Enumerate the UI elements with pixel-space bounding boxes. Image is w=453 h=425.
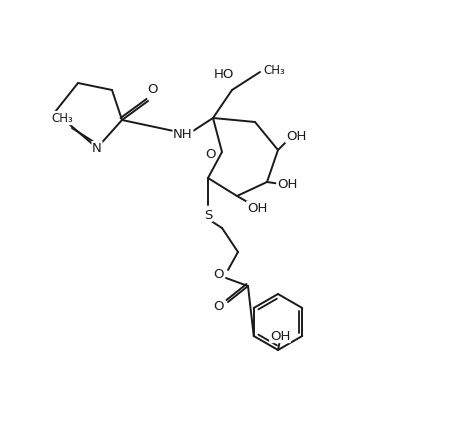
Text: O: O [205, 147, 215, 161]
Text: O: O [213, 267, 223, 280]
Text: N: N [92, 142, 102, 155]
Text: O: O [147, 82, 157, 96]
Text: NH: NH [173, 128, 193, 142]
Text: O: O [213, 300, 223, 312]
Text: HO: HO [214, 68, 234, 80]
Text: OH: OH [270, 329, 290, 343]
Text: OH: OH [286, 130, 306, 142]
Text: S: S [204, 209, 212, 221]
Text: OH: OH [277, 178, 297, 190]
Text: CH₃: CH₃ [263, 63, 285, 76]
Text: CH₃: CH₃ [51, 111, 73, 125]
Text: OH: OH [247, 201, 267, 215]
